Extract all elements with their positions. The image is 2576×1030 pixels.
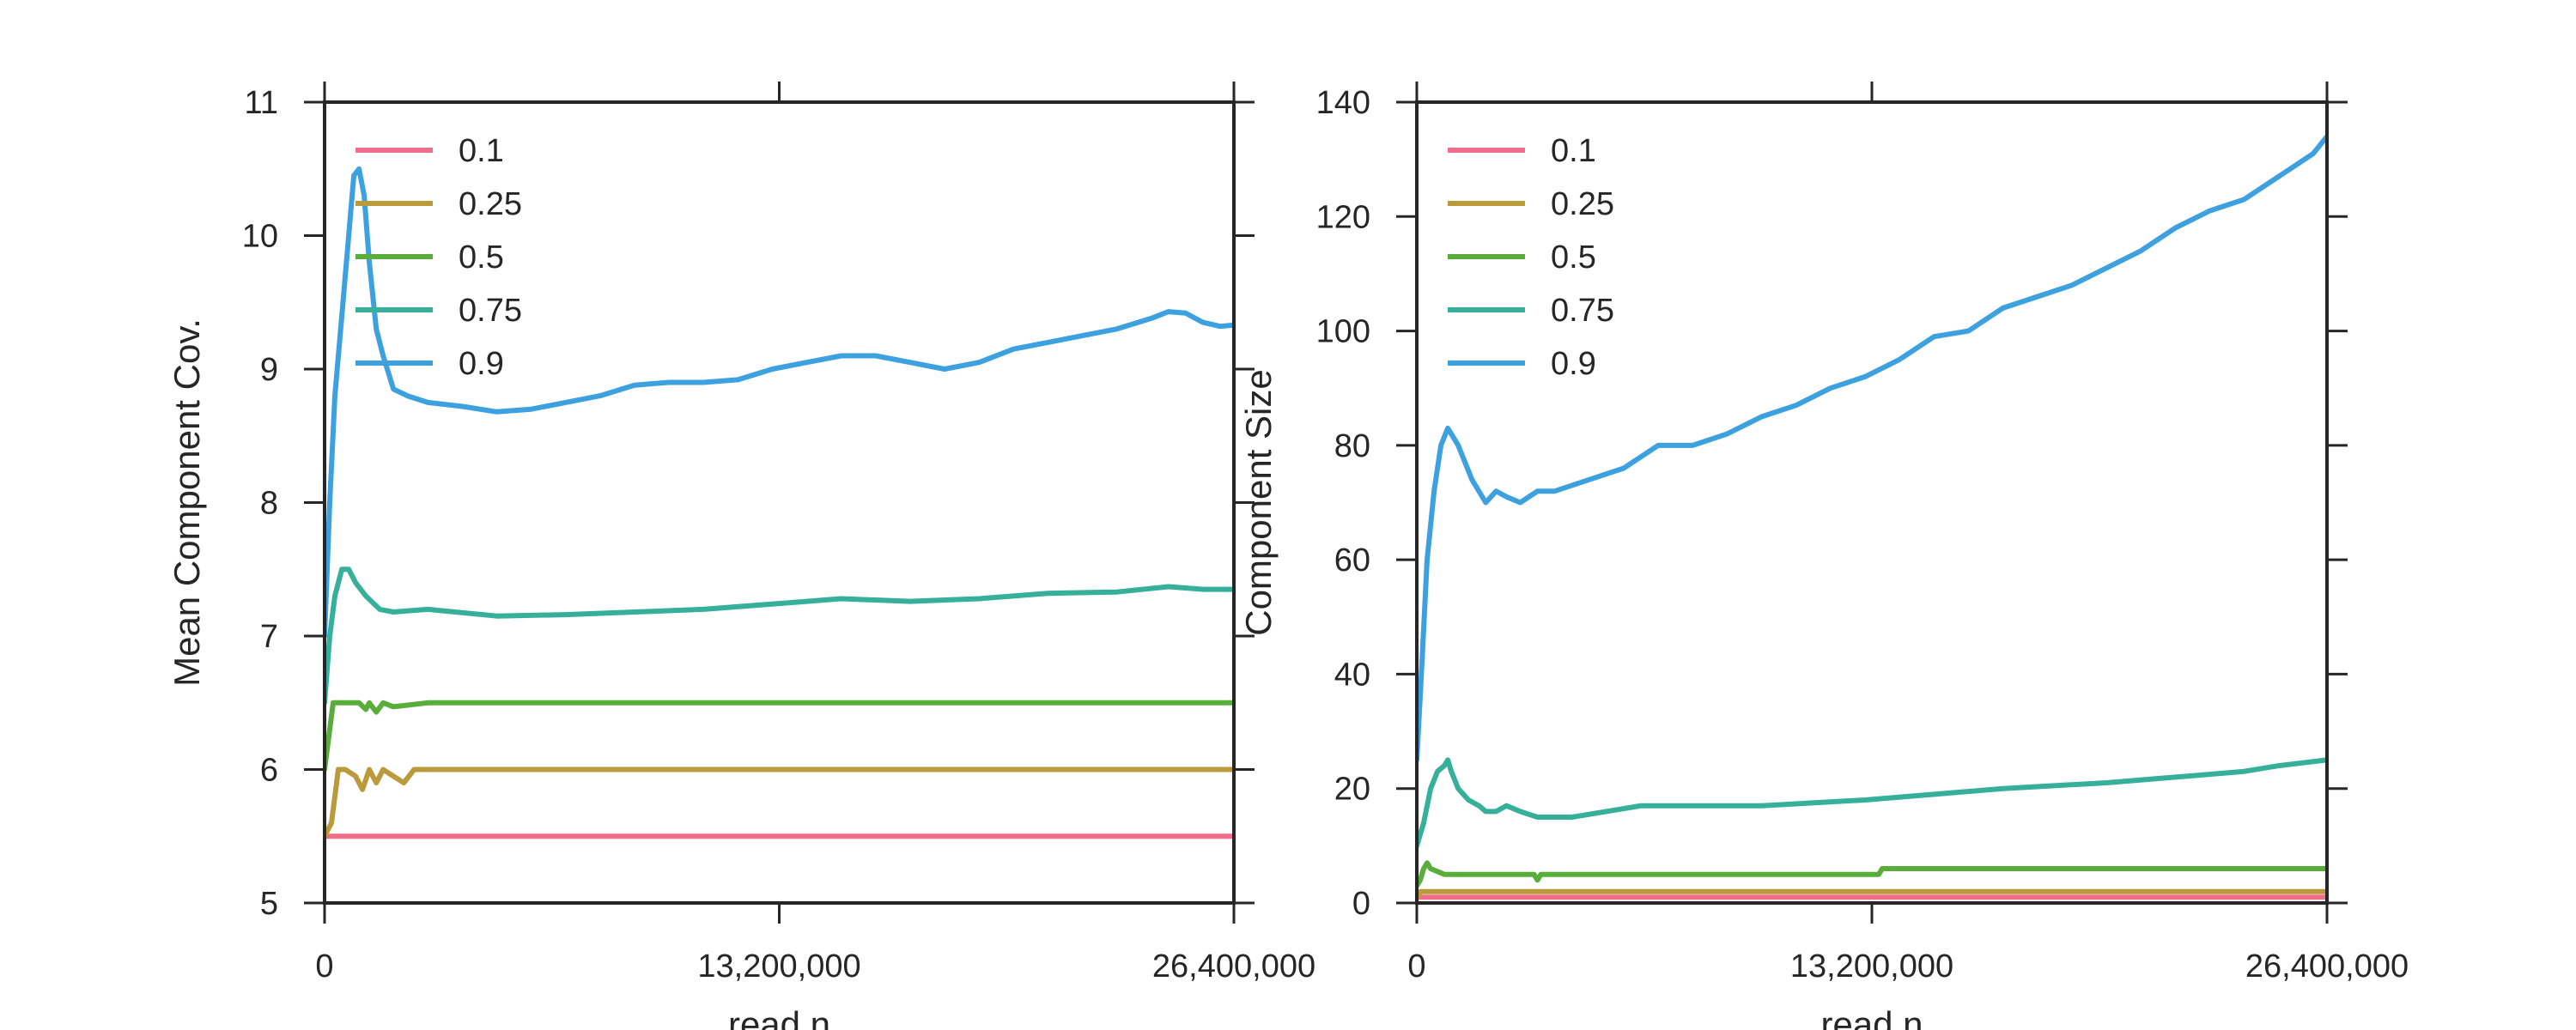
legend-label: 0.5: [459, 239, 504, 276]
legend-label: 0.75: [1551, 293, 1614, 329]
y-tick-label: 140: [1316, 85, 1370, 121]
y-axis-title: Component Size: [1238, 369, 1279, 636]
series-line-0-9: [325, 166, 1234, 639]
y-axis-title: Mean Component Cov.: [167, 318, 207, 687]
y-tick-label: 0: [1352, 886, 1370, 922]
legend: 0.1 0.25 0.5 0.75 0.9: [1448, 133, 1614, 382]
legend-label: 0.1: [459, 133, 504, 169]
series-line-0-75: [1417, 757, 2327, 849]
legend-label: 0.1: [1551, 133, 1596, 169]
legend-label: 0.9: [459, 346, 504, 382]
y-tick-label: 60: [1334, 542, 1370, 579]
y-tick-label: 120: [1316, 199, 1370, 235]
series-line-0-5: [325, 700, 1234, 772]
legend-label: 0.25: [1551, 186, 1614, 222]
series-line-0-9: [1417, 134, 2327, 763]
legend-label: 0.5: [1551, 239, 1596, 276]
y-tick-label: 6: [260, 753, 278, 789]
y-tick-label: 100: [1316, 314, 1370, 350]
x-tick-label: 26,400,000: [1152, 948, 1315, 985]
y-tick-label: 9: [260, 352, 278, 388]
y-tick-label: 11: [245, 85, 278, 121]
y-tick-label: 20: [1334, 772, 1370, 808]
x-axis-title: read n: [728, 1004, 830, 1030]
x-tick-label: 13,200,000: [1790, 948, 1953, 985]
series-line-0-75: [325, 566, 1234, 706]
y-tick-label: 40: [1334, 657, 1370, 693]
y-tick-label: 80: [1334, 428, 1370, 464]
series-line-0-25: [325, 766, 1234, 839]
legend-label: 0.75: [459, 293, 522, 329]
y-tick-label: 8: [260, 486, 278, 522]
series-line-0-5: [1417, 860, 2327, 888]
legend: 0.1 0.25 0.5 0.75 0.9: [355, 133, 522, 382]
legend-label: 0.9: [1551, 346, 1596, 382]
legend-label: 0.25: [459, 186, 522, 222]
x-tick-label: 0: [315, 948, 333, 985]
y-tick-label: 7: [260, 619, 278, 655]
x-tick-label: 0: [1407, 948, 1425, 985]
left-chart-panel: 5 6 7 8 9 10 11 0 13,200,000 26,400,000 read n Mean…: [167, 82, 1315, 1030]
right-chart-panel: 0 20 40 60 80 100 120 140 0 13,200,000 26,400,000 r…: [1238, 82, 2409, 1030]
y-tick-label: 10: [242, 219, 278, 255]
x-tick-label: 26,400,000: [2245, 948, 2409, 985]
series-group: [325, 166, 1234, 839]
x-tick-label: 13,200,000: [697, 948, 860, 985]
y-tick-label: 5: [260, 886, 278, 922]
x-axis-title: read n: [1820, 1004, 1923, 1030]
